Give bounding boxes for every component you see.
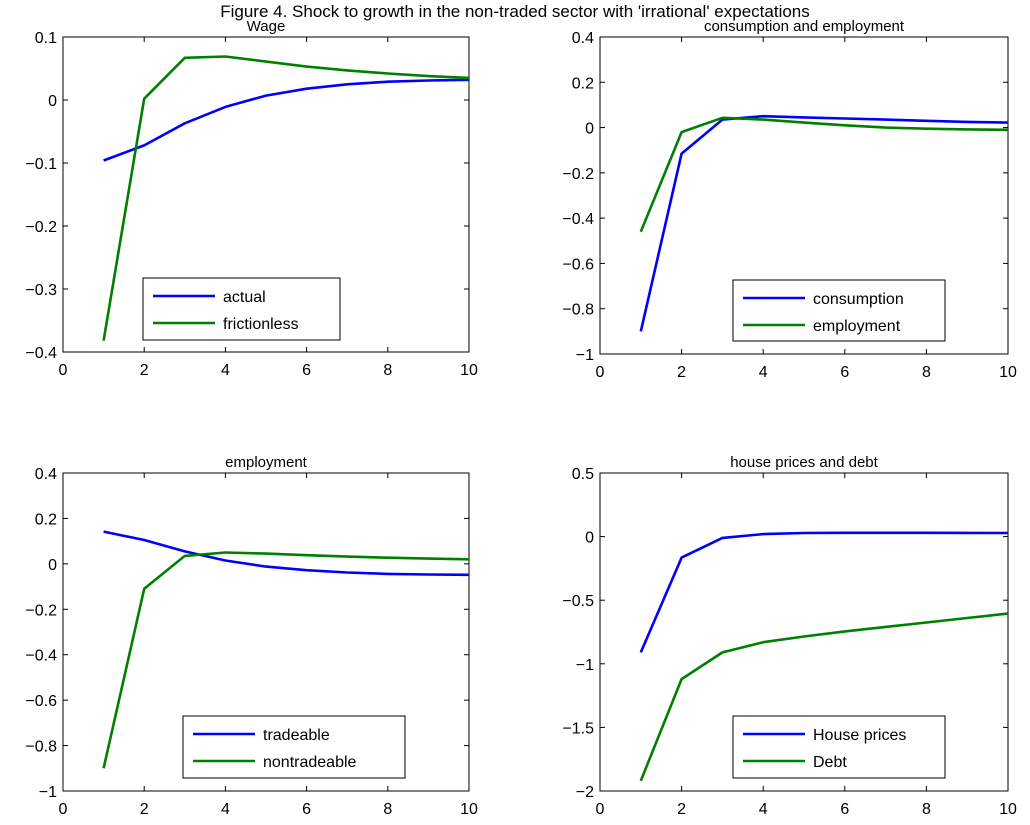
y-tick-label: −0.6 bbox=[25, 693, 57, 710]
series-line bbox=[103, 78, 470, 162]
x-tick-label: 8 bbox=[922, 364, 931, 381]
y-tick-label: −0.4 bbox=[562, 211, 594, 228]
x-tick-label: 6 bbox=[840, 801, 849, 818]
y-tick-label: −0.4 bbox=[25, 345, 57, 362]
x-tick-label: 10 bbox=[460, 362, 478, 379]
x-tick-label: 0 bbox=[59, 801, 68, 818]
legend-label: nontradeable bbox=[263, 754, 357, 771]
legend-box bbox=[182, 715, 406, 779]
legend-label: actual bbox=[223, 289, 266, 306]
x-tick-label: 0 bbox=[596, 801, 605, 818]
x-tick-label: 0 bbox=[59, 362, 68, 379]
y-tick-label: 0.1 bbox=[35, 30, 57, 47]
y-tick-label: −1 bbox=[576, 657, 594, 674]
series-line bbox=[639, 116, 1009, 233]
x-tick-label: 4 bbox=[221, 801, 230, 818]
y-tick-label: −1 bbox=[576, 347, 594, 364]
figure-title: Figure 4. Shock to growth in the non-tra… bbox=[220, 2, 810, 21]
chart-panel: 0 2 4 6 8 10 −2 −1.5 −1 −0.5 0 0.5 house prices and … bbox=[562, 454, 1017, 818]
x-tick-label: 10 bbox=[999, 801, 1017, 818]
y-tick-label: 0.2 bbox=[572, 75, 594, 92]
y-tick-label: −0.6 bbox=[562, 256, 594, 273]
y-tick-label: 0.2 bbox=[35, 511, 57, 528]
y-tick-label: 0.4 bbox=[35, 466, 57, 483]
series-line bbox=[639, 114, 1009, 332]
y-tick-label: −1.5 bbox=[562, 720, 594, 737]
panel-title: consumption and employment bbox=[704, 18, 905, 35]
panel-title: employment bbox=[225, 454, 308, 471]
legend: tradeable nontradeable bbox=[182, 715, 406, 779]
series-line bbox=[102, 551, 470, 769]
y-tick-label: −0.2 bbox=[25, 602, 57, 619]
y-tick-label: 0.4 bbox=[572, 30, 594, 47]
y-tick-label: −0.8 bbox=[25, 739, 57, 756]
x-tick-label: 2 bbox=[140, 801, 149, 818]
panel-title: Wage bbox=[247, 18, 286, 35]
y-tick-label: −2 bbox=[576, 784, 594, 801]
y-tick-label: 0 bbox=[585, 530, 594, 547]
x-tick-label: 10 bbox=[999, 364, 1017, 381]
y-tick-label: −1 bbox=[39, 784, 57, 801]
legend-box bbox=[732, 279, 946, 342]
series-line bbox=[639, 612, 1009, 782]
series-line bbox=[103, 530, 470, 577]
x-tick-label: 8 bbox=[922, 801, 931, 818]
x-tick-label: 2 bbox=[140, 362, 149, 379]
legend-label: consumption bbox=[813, 291, 904, 308]
x-tick-label: 4 bbox=[759, 801, 768, 818]
x-tick-label: 2 bbox=[677, 364, 686, 381]
panels: 0 2 4 6 8 10 −0.4 −0.3 −0.2 −0.1 0 0.1 Wage actual fri… bbox=[25, 18, 1017, 818]
x-tick-label: 8 bbox=[383, 362, 392, 379]
legend-label: employment bbox=[813, 318, 901, 335]
x-tick-label: 6 bbox=[840, 364, 849, 381]
x-tick-label: 8 bbox=[383, 801, 392, 818]
y-tick-label: −0.4 bbox=[25, 648, 57, 665]
legend-label: frictionless bbox=[223, 316, 299, 333]
y-tick-label: −0.3 bbox=[25, 282, 57, 299]
x-tick-label: 0 bbox=[596, 364, 605, 381]
legend-label: Debt bbox=[813, 754, 847, 771]
x-tick-label: 6 bbox=[302, 801, 311, 818]
legend: actual frictionless bbox=[142, 277, 341, 341]
y-tick-label: −0.8 bbox=[562, 302, 594, 319]
legend: House prices Debt bbox=[732, 715, 946, 779]
x-tick-label: 2 bbox=[677, 801, 686, 818]
legend-box bbox=[142, 277, 341, 341]
panel-title: house prices and debt bbox=[730, 454, 878, 471]
legend: consumption employment bbox=[732, 279, 946, 342]
y-tick-label: −0.2 bbox=[25, 219, 57, 236]
legend-box bbox=[732, 715, 946, 779]
legend-label: tradeable bbox=[263, 727, 330, 744]
y-tick-label: −0.1 bbox=[25, 156, 57, 173]
chart-panel: 0 2 4 6 8 10 −1 −0.8 −0.6 −0.4 −0.2 0 0.2 0.4 consumpt… bbox=[562, 18, 1017, 381]
y-tick-label: 0 bbox=[48, 557, 57, 574]
y-tick-label: −0.2 bbox=[562, 166, 594, 183]
x-tick-label: 10 bbox=[460, 801, 478, 818]
chart-panel: 0 2 4 6 8 10 −1 −0.8 −0.6 −0.4 −0.2 0 0.2 0.4 employme… bbox=[25, 454, 478, 818]
y-tick-label: −0.5 bbox=[562, 593, 594, 610]
y-tick-label: 0 bbox=[585, 121, 594, 138]
y-tick-label: 0.5 bbox=[572, 466, 594, 483]
x-tick-label: 6 bbox=[302, 362, 311, 379]
legend-label: House prices bbox=[813, 727, 906, 744]
x-tick-label: 4 bbox=[221, 362, 230, 379]
x-tick-label: 4 bbox=[759, 364, 768, 381]
series-line bbox=[639, 531, 1009, 653]
y-tick-label: 0 bbox=[48, 93, 57, 110]
series-line bbox=[102, 55, 470, 341]
chart-panel: 0 2 4 6 8 10 −0.4 −0.3 −0.2 −0.1 0 0.1 Wage actual fri… bbox=[25, 18, 478, 379]
